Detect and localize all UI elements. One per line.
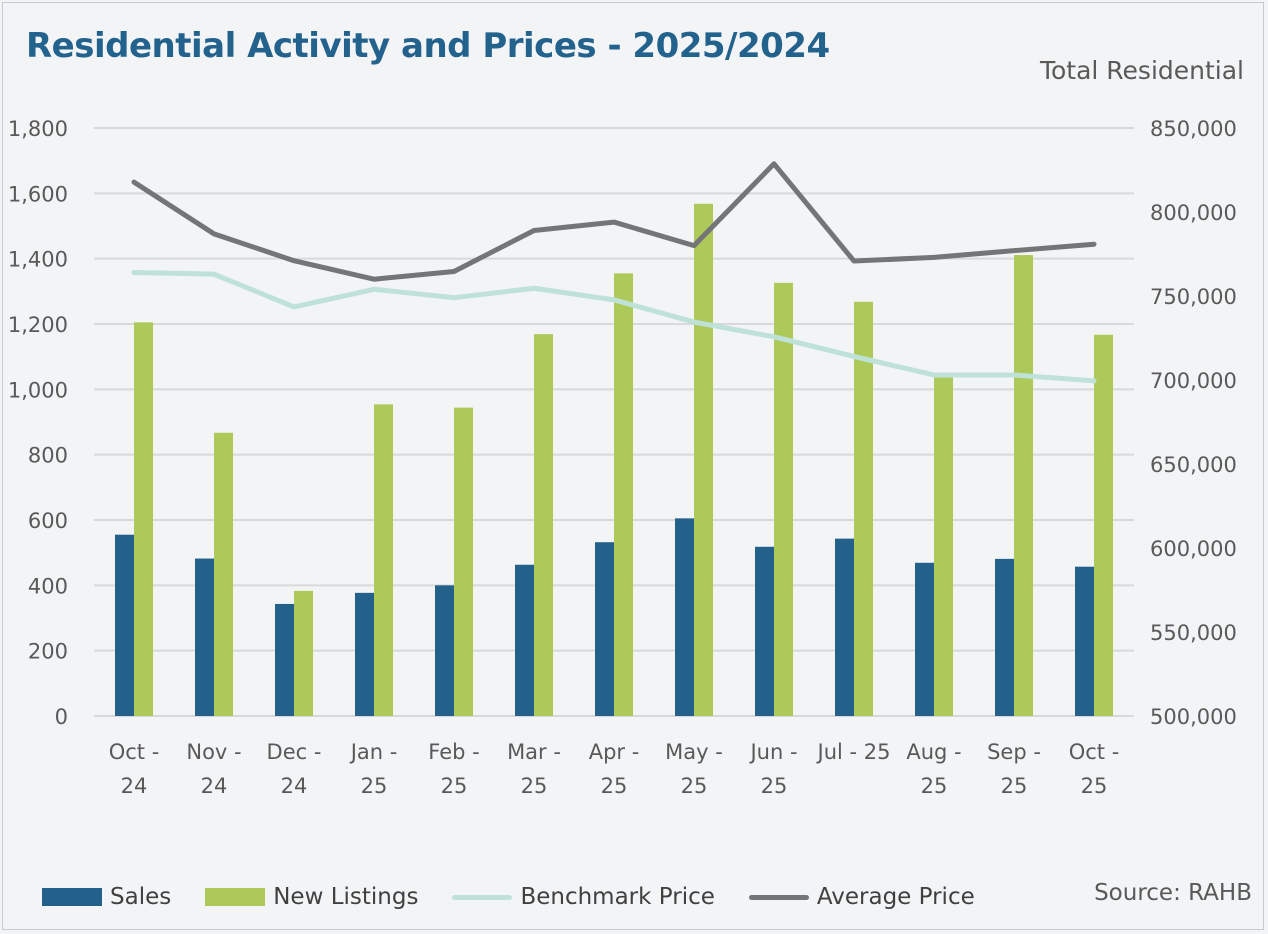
line-benchmark-price — [131, 269, 1097, 384]
bar-new-listings — [134, 322, 153, 716]
bar-new-listings — [374, 404, 393, 716]
chart-subtitle: Total Residential — [1039, 56, 1244, 85]
bar-new-listings — [934, 377, 953, 716]
legend-label: New Listings — [273, 884, 419, 910]
chart-title: Residential Activity and Prices - 2025/2… — [26, 26, 830, 66]
legend-item: New Listings — [205, 884, 418, 910]
right-axis-tick-label: 800,000 — [1150, 201, 1237, 225]
bar-new-listings — [454, 407, 473, 716]
x-axis-tick-label: May - — [665, 740, 723, 764]
left-axis-tick-label: 800 — [28, 444, 68, 468]
left-axis-tick-label: 600 — [28, 509, 68, 533]
legend-item: Sales — [42, 884, 171, 910]
legend-swatch — [452, 894, 513, 900]
legend-swatch — [748, 894, 809, 900]
x-axis-tick-label: Mar - — [507, 740, 561, 764]
x-axis-tick-label: 24 — [281, 774, 308, 798]
left-axis-tick-label: 1,400 — [8, 248, 68, 272]
x-axis-tick-label: 25 — [361, 774, 388, 798]
left-axis-tick-label: 200 — [28, 640, 68, 664]
x-axis-tick-label: 25 — [1081, 774, 1108, 798]
left-axis-tick-label: 1,600 — [8, 182, 68, 206]
bar-new-listings — [1014, 255, 1033, 716]
x-axis-tick-label: 25 — [521, 774, 548, 798]
left-axis-tick-label: 400 — [28, 574, 68, 598]
x-axis-tick-label: Feb - — [428, 740, 479, 764]
right-axis-tick-label: 650,000 — [1150, 453, 1237, 477]
left-axis-tick-label: 1,000 — [8, 378, 68, 402]
left-axis-tick-label: 1,200 — [8, 313, 68, 337]
legend: Sales New Listings Benchmark Price Average … — [42, 884, 1009, 910]
bar-new-listings — [1094, 334, 1113, 716]
source-note: Source: RAHB — [1094, 880, 1252, 906]
bar-new-listings — [534, 334, 553, 716]
bar-new-listings — [694, 203, 713, 716]
x-axis-tick-label: 25 — [601, 774, 628, 798]
bar-new-listings — [614, 273, 633, 716]
bar-sales — [835, 538, 854, 716]
x-axis-tick-label: Jan - — [349, 740, 398, 764]
x-axis-tick-label: Apr - — [589, 740, 640, 764]
x-axis-tick-label: Aug - — [906, 740, 961, 764]
bar-sales — [755, 546, 774, 716]
bar-sales — [355, 592, 374, 716]
x-axis-tick-label: Jun - — [748, 740, 797, 764]
bar-sales — [515, 564, 534, 716]
bar-new-listings — [214, 432, 233, 716]
x-axis-tick-label: Sep - — [987, 740, 1041, 764]
x-axis-tick-label: 24 — [121, 774, 148, 798]
x-axis-tick-label: Nov - — [186, 740, 241, 764]
bar-sales — [275, 603, 294, 716]
x-axis-tick-label: 25 — [441, 774, 468, 798]
right-axis-tick-label: 550,000 — [1150, 621, 1237, 645]
bar-sales — [915, 562, 934, 716]
right-axis-tick-label: 600,000 — [1150, 537, 1237, 561]
x-axis-tick-label: 25 — [1001, 774, 1028, 798]
x-axis-tick-label: 25 — [761, 774, 788, 798]
line-average-price — [131, 161, 1097, 282]
x-axis-tick-label: 25 — [921, 774, 948, 798]
x-axis-tick-label: Oct - — [1069, 740, 1120, 764]
bar-new-listings — [294, 590, 313, 716]
bar-new-listings — [774, 282, 793, 716]
bar-sales — [1075, 566, 1094, 716]
left-axis-tick-label: 1,800 — [8, 117, 68, 141]
x-axis-tick-label: 25 — [681, 774, 708, 798]
x-axis-tick-label: Oct - — [109, 740, 160, 764]
x-axis-tick-label: 24 — [201, 774, 228, 798]
legend-item: Benchmark Price — [452, 884, 715, 910]
legend-item: Average Price — [748, 884, 975, 910]
legend-label: Benchmark Price — [520, 884, 715, 910]
right-axis-tick-label: 850,000 — [1150, 117, 1237, 141]
bar-sales — [675, 518, 694, 716]
legend-swatch — [205, 888, 266, 906]
left-axis-tick-label: 0 — [55, 705, 68, 729]
x-axis-tick-label: Jul - 25 — [816, 740, 891, 764]
x-axis-tick-label: Dec - — [267, 740, 322, 764]
bar-new-listings — [854, 301, 873, 716]
bar-sales — [195, 558, 214, 716]
legend-label: Average Price — [816, 884, 975, 910]
bar-sales — [115, 534, 134, 716]
bar-sales — [595, 542, 614, 716]
right-axis-tick-label: 700,000 — [1150, 369, 1237, 393]
legend-swatch — [42, 888, 102, 906]
right-axis-tick-label: 500,000 — [1150, 705, 1237, 729]
bar-sales — [435, 585, 454, 716]
legend-label: Sales — [110, 884, 172, 910]
bar-sales — [995, 558, 1014, 716]
right-axis-tick-label: 750,000 — [1150, 285, 1237, 309]
